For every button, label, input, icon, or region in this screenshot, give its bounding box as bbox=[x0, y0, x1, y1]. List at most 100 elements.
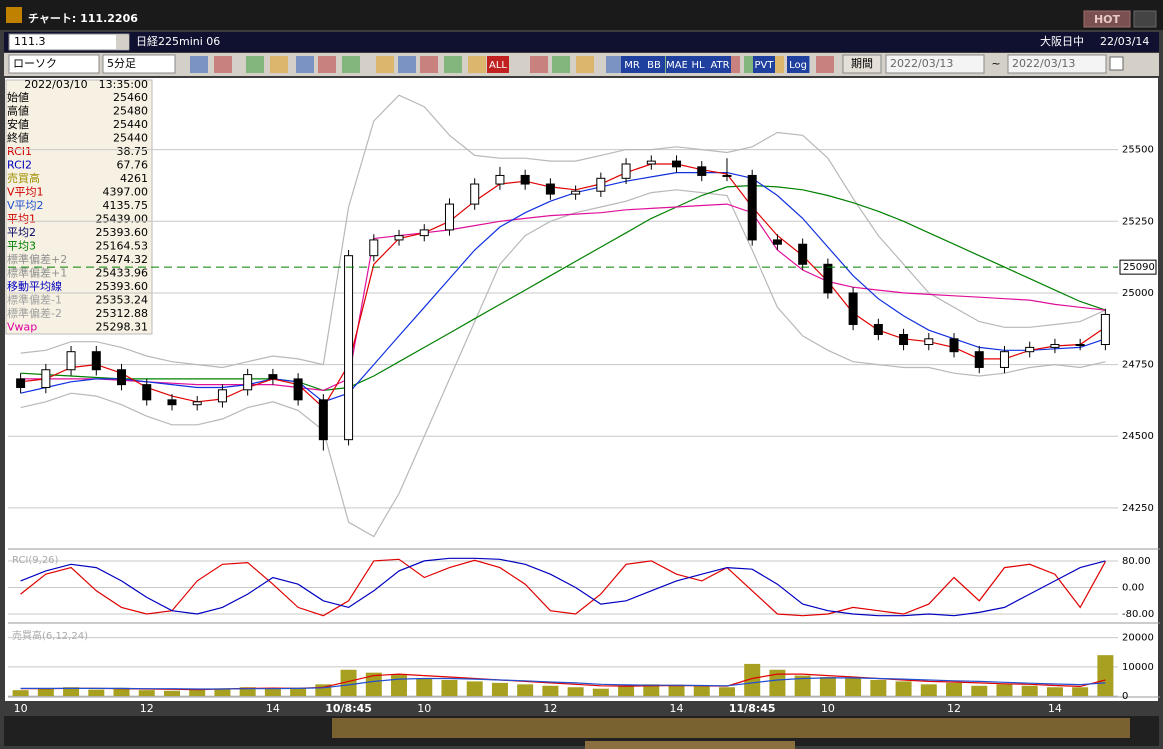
bar bbox=[996, 684, 1013, 696]
toolbar-button[interactable] bbox=[621, 56, 643, 73]
toolbar-icon[interactable] bbox=[444, 56, 462, 73]
info-label: V平均2 bbox=[7, 199, 44, 212]
symbol-code[interactable]: 111.3 bbox=[14, 35, 46, 48]
info-label: Vwap bbox=[7, 321, 37, 334]
bar bbox=[441, 679, 458, 696]
toolbar-button[interactable] bbox=[687, 56, 709, 73]
toolbar-label[interactable]: MAE bbox=[666, 60, 688, 71]
app-icon bbox=[6, 7, 22, 23]
toolbar-icon[interactable] bbox=[816, 56, 834, 73]
y-tick-label: 25000 bbox=[1122, 288, 1154, 299]
info-label: 平均1 bbox=[7, 213, 36, 226]
hot-label[interactable]: HOT bbox=[1094, 13, 1121, 26]
bar bbox=[113, 687, 130, 696]
toolbar-button[interactable] bbox=[666, 56, 688, 73]
toolbar-label[interactable]: HL bbox=[691, 60, 705, 71]
toolbar-button[interactable] bbox=[643, 56, 665, 73]
info-value: 4397.00 bbox=[103, 186, 149, 199]
candle-body bbox=[41, 369, 51, 389]
toolbar-icon[interactable] bbox=[246, 56, 264, 73]
style-select[interactable] bbox=[8, 54, 100, 74]
toolbar-icon[interactable] bbox=[420, 56, 438, 73]
toolbar-icon[interactable] bbox=[342, 56, 360, 73]
close-button[interactable] bbox=[1133, 10, 1157, 28]
candle-body bbox=[1050, 344, 1060, 348]
bar bbox=[163, 690, 180, 696]
candle-body bbox=[949, 338, 959, 353]
info-label: 始値 bbox=[7, 90, 29, 104]
info-label: 終値 bbox=[7, 131, 29, 145]
info-value: 25480 bbox=[113, 105, 148, 118]
info-value: 25433.96 bbox=[96, 267, 149, 280]
toolbar-icon[interactable] bbox=[576, 56, 594, 73]
bar bbox=[466, 681, 483, 696]
period-button[interactable] bbox=[842, 54, 882, 74]
dropdown-arrow[interactable] bbox=[116, 35, 129, 49]
candle-body bbox=[873, 323, 883, 335]
x-tick-label: 14 bbox=[670, 702, 684, 715]
info-value: 4135.75 bbox=[103, 199, 149, 212]
bar bbox=[920, 684, 937, 696]
toolbar-label[interactable]: ATR bbox=[710, 60, 729, 71]
toolbar-label[interactable]: Log bbox=[789, 60, 807, 71]
series-line bbox=[20, 557, 1106, 617]
toolbar-icon[interactable] bbox=[530, 56, 548, 73]
date-from[interactable]: 2022/03/13 bbox=[890, 57, 953, 70]
x-tick-label: 10 bbox=[14, 702, 28, 715]
toolbar-button[interactable] bbox=[709, 56, 731, 73]
symbol-bar bbox=[4, 32, 1159, 52]
toolbar-label[interactable]: BB bbox=[647, 60, 661, 71]
series-line bbox=[20, 203, 1106, 392]
candle-body bbox=[1100, 313, 1110, 346]
navigator-window[interactable] bbox=[332, 718, 1130, 738]
session: 大阪日中 bbox=[1040, 34, 1084, 48]
toolbar-label[interactable]: PVT bbox=[755, 60, 775, 71]
interval-select[interactable] bbox=[102, 54, 176, 74]
bar bbox=[769, 669, 786, 696]
y-tick-label: 24750 bbox=[1122, 360, 1154, 371]
info-value: 25440 bbox=[113, 132, 148, 145]
period-label[interactable]: 期間 bbox=[851, 57, 873, 70]
info-label: 売買高 bbox=[7, 171, 40, 185]
toolbar-icon[interactable] bbox=[190, 56, 208, 73]
toolbar-icon[interactable] bbox=[376, 56, 394, 73]
info-label: 移動平均線 bbox=[7, 279, 62, 293]
toolbar-icon[interactable] bbox=[270, 56, 288, 73]
checkbox[interactable] bbox=[1109, 56, 1124, 71]
info-value: 25298.31 bbox=[96, 321, 149, 334]
toolbar-icon[interactable] bbox=[606, 56, 624, 73]
date-from-input[interactable] bbox=[885, 54, 985, 74]
toolbar-icon[interactable] bbox=[552, 56, 570, 73]
y-tick-label: 0.00 bbox=[1122, 582, 1144, 593]
toolbar-label[interactable]: ALL bbox=[489, 60, 507, 71]
toolbar-button[interactable] bbox=[753, 56, 775, 73]
bar bbox=[1097, 655, 1114, 696]
chart-style[interactable]: ローソク bbox=[13, 57, 57, 70]
x-tick-label: 11/8:45 bbox=[729, 702, 776, 715]
series-line bbox=[20, 184, 1106, 392]
date-to-input[interactable] bbox=[1007, 54, 1107, 74]
toolbar-button[interactable] bbox=[787, 56, 809, 73]
candle-body bbox=[293, 378, 303, 401]
toolbar-label[interactable]: MR bbox=[624, 60, 640, 71]
date-to[interactable]: 2022/03/13 bbox=[1012, 57, 1075, 70]
toolbar-button[interactable] bbox=[487, 56, 509, 73]
scrollbar-thumb[interactable] bbox=[585, 741, 795, 749]
bar bbox=[946, 682, 963, 696]
hot-button[interactable] bbox=[1083, 10, 1131, 28]
symbol-name: 日経225mini 06 bbox=[136, 35, 220, 48]
candle-body bbox=[899, 333, 909, 346]
toolbar-icon[interactable] bbox=[398, 56, 416, 73]
bar bbox=[592, 688, 609, 696]
info-value: 25460 bbox=[113, 91, 148, 104]
interval[interactable]: 5分足 bbox=[107, 57, 136, 70]
bar bbox=[794, 675, 811, 696]
candle-body bbox=[848, 292, 858, 325]
toolbar-icon[interactable] bbox=[214, 56, 232, 73]
toolbar-icon[interactable] bbox=[318, 56, 336, 73]
info-label: RCI2 bbox=[7, 159, 32, 172]
bar bbox=[895, 681, 912, 696]
toolbar-icon[interactable] bbox=[468, 56, 486, 73]
toolbar-icon[interactable] bbox=[296, 56, 314, 73]
